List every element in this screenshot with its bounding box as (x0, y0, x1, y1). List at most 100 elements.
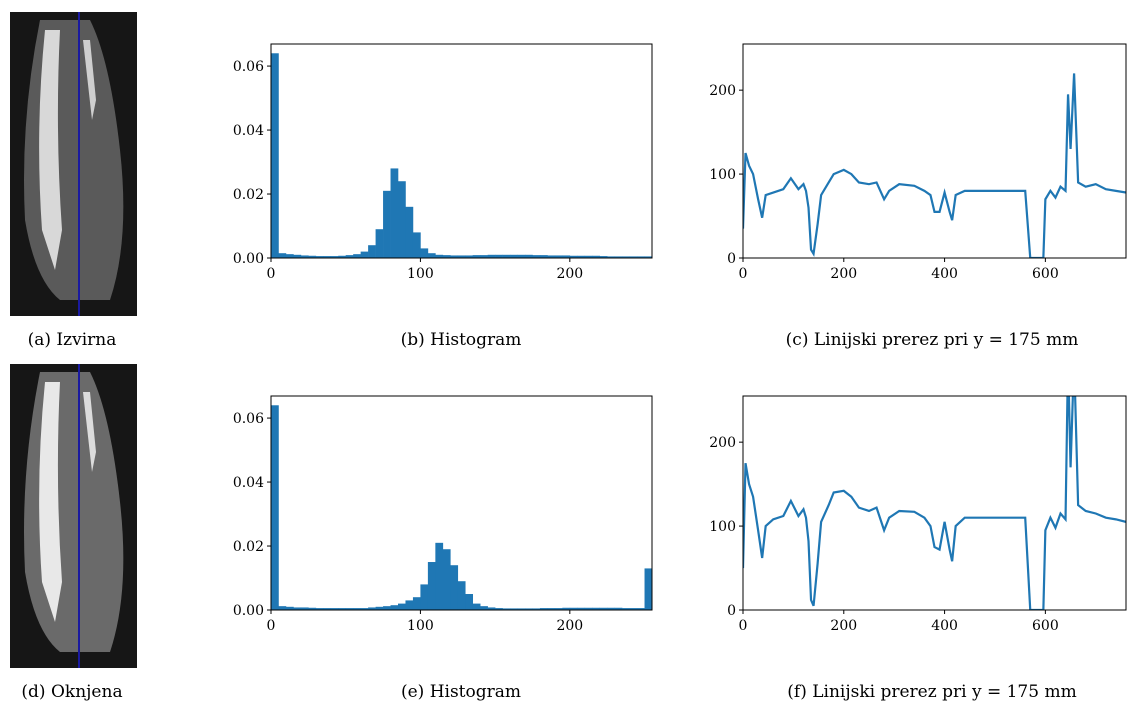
bar (584, 607, 593, 610)
bar (271, 53, 279, 258)
bar (383, 190, 391, 258)
bar (532, 608, 541, 610)
bar (569, 255, 578, 258)
bar (525, 254, 533, 258)
bar (502, 254, 511, 258)
y-tick-label: 0.00 (233, 251, 264, 267)
bar (435, 542, 444, 610)
ct-image (10, 12, 137, 316)
bar (599, 607, 608, 610)
bar (360, 251, 369, 258)
y-tick-label: 0 (727, 603, 736, 619)
bar (457, 581, 466, 610)
bar (323, 256, 332, 258)
x-tick-label: 200 (556, 266, 583, 282)
bar (300, 255, 309, 258)
x-tick-label: 200 (556, 618, 583, 634)
bar (577, 255, 586, 258)
bar (315, 608, 324, 610)
ct-image (10, 364, 137, 668)
bar (554, 608, 563, 610)
bar (405, 600, 414, 610)
bar (345, 255, 354, 258)
bar (420, 248, 429, 258)
bar (442, 549, 451, 610)
bar (607, 256, 615, 258)
bar (368, 245, 376, 258)
bar (532, 255, 541, 258)
y-tick-label: 0.02 (233, 187, 264, 203)
bar (637, 608, 645, 610)
bar (412, 232, 421, 258)
bar (592, 255, 601, 258)
caption: (c) Linijski prerez pri y = 175 mm (786, 330, 1079, 350)
bar (353, 608, 361, 610)
y-tick-label: 100 (709, 167, 736, 183)
y-tick-label: 100 (709, 519, 736, 535)
bar (457, 255, 466, 258)
bar (487, 607, 496, 610)
bar (472, 255, 481, 258)
bar (450, 565, 459, 610)
bar (338, 255, 347, 258)
axes-frame (742, 395, 1127, 611)
bar (398, 603, 406, 610)
bar (510, 254, 518, 258)
bar (293, 254, 302, 258)
caption: (b) Histogram (401, 330, 522, 350)
bar (435, 254, 444, 258)
bar (629, 256, 638, 258)
bar (495, 608, 503, 610)
bar (390, 605, 399, 610)
bar (308, 607, 317, 610)
caption: (e) Histogram (401, 682, 521, 702)
axes-frame (270, 395, 653, 611)
bar (330, 256, 339, 258)
bar (614, 607, 623, 610)
bar (539, 608, 548, 610)
bar (495, 254, 503, 258)
bar (517, 254, 526, 258)
y-tick-label: 0.04 (233, 123, 264, 139)
x-tick-label: 400 (931, 618, 958, 634)
y-tick-label: 0.06 (233, 59, 264, 75)
bar (472, 603, 481, 610)
x-tick-label: 0 (267, 618, 276, 634)
caption: (d) Oknjena (21, 682, 122, 702)
bar (562, 607, 571, 610)
bar (510, 608, 518, 610)
bar (315, 256, 324, 258)
x-tick-label: 0 (739, 266, 748, 282)
x-tick-label: 200 (830, 618, 857, 634)
bar (345, 608, 354, 610)
bar (607, 607, 615, 610)
axes-frame (742, 43, 1127, 259)
x-tick-label: 400 (931, 266, 958, 282)
bar (562, 255, 571, 258)
axes-frame (270, 43, 653, 259)
bar (360, 608, 369, 610)
line (743, 396, 1126, 610)
bar (293, 607, 302, 610)
bar (375, 606, 384, 610)
bar (517, 608, 526, 610)
x-tick-label: 0 (739, 618, 748, 634)
bar (427, 253, 436, 258)
bar (278, 606, 287, 610)
bar (614, 256, 623, 258)
x-tick-label: 0 (267, 266, 276, 282)
x-tick-label: 100 (407, 266, 434, 282)
bar (271, 405, 279, 610)
bar (525, 608, 533, 610)
bar (569, 607, 578, 610)
bar (637, 256, 645, 258)
bar (420, 584, 429, 610)
bar (285, 606, 294, 610)
bar (338, 608, 347, 610)
y-tick-label: 0 (727, 251, 736, 267)
x-tick-label: 600 (1032, 266, 1059, 282)
caption: (f) Linijski prerez pri y = 175 mm (787, 682, 1076, 702)
bar (323, 608, 332, 610)
x-tick-label: 200 (830, 266, 857, 282)
bar (427, 562, 436, 610)
